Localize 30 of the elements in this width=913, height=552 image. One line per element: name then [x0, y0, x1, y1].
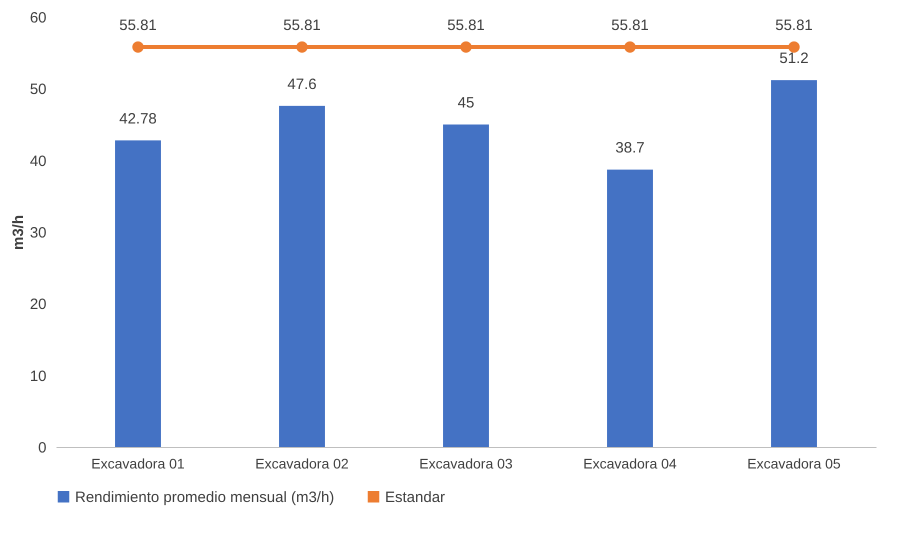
data-label: 55.81 [283, 17, 321, 34]
bar [607, 170, 653, 447]
data-label: 42.78 [119, 110, 157, 128]
y-tick-label: 50 [30, 81, 46, 98]
y-tick-label: 60 [30, 10, 46, 26]
bar [115, 140, 161, 447]
x-tick-label: Excavadora 04 [583, 456, 677, 472]
x-tick-label: Excavadora 03 [419, 456, 513, 472]
y-tick-label: 40 [30, 152, 46, 170]
y-axis-title: m3/h [10, 214, 27, 250]
data-label: 51.2 [779, 50, 809, 68]
bar [279, 106, 325, 447]
legend-label: Estandar [385, 488, 446, 506]
y-tick-label: 10 [30, 368, 46, 385]
data-label: 45 [458, 94, 474, 112]
data-label: 55.81 [119, 17, 157, 34]
x-tick-label: Excavadora 02 [255, 456, 349, 472]
data-label: 55.81 [775, 17, 813, 34]
x-tick-label: Excavadora 01 [91, 456, 185, 472]
legend-label: Rendimiento promedio mensual (m3/h) [75, 488, 334, 506]
y-tick-label: 0 [38, 440, 46, 456]
data-label: 55.81 [611, 17, 649, 34]
y-tick-label: 20 [30, 296, 46, 314]
bar [771, 80, 817, 447]
data-label: 38.7 [615, 140, 645, 157]
x-tick-label: Excavadora 05 [747, 456, 841, 472]
data-label: 47.6 [287, 76, 317, 93]
y-tick-label: 30 [30, 224, 46, 242]
data-label: 55.81 [447, 17, 485, 34]
bar [443, 124, 489, 447]
